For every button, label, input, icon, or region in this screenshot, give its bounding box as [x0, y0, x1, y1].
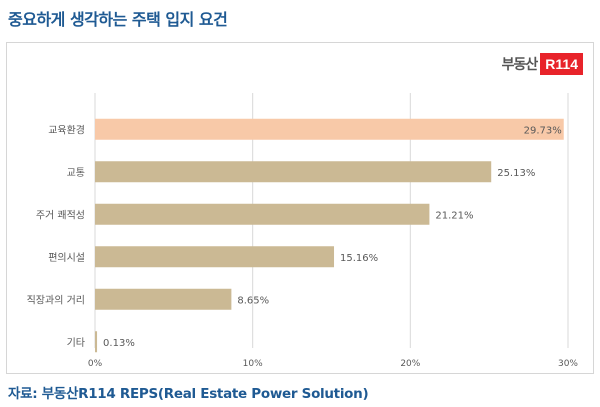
- bar: [95, 118, 564, 140]
- bar: [95, 288, 232, 310]
- category-label: 직장과의 거리: [27, 294, 85, 306]
- chart-title: 중요하게 생각하는 주택 입지 요건: [8, 10, 228, 29]
- r114-logo: 부동산 R114: [502, 53, 583, 75]
- data-label: 15.16%: [340, 253, 378, 264]
- x-tick-label: 0%: [88, 359, 103, 369]
- category-label: 교육환경: [48, 123, 85, 136]
- logo-text: 부동산: [501, 57, 539, 73]
- data-label: 25.13%: [497, 168, 535, 179]
- bar: [95, 203, 430, 225]
- data-label: 8.65%: [237, 295, 269, 306]
- source-note: 자료: 부동산R114 REPS(Real Estate Power Solut…: [8, 386, 369, 402]
- x-tick-label: 10%: [243, 359, 263, 369]
- category-label: 편의시설: [48, 252, 85, 264]
- bar: [95, 161, 492, 183]
- data-label: 21.21%: [435, 210, 473, 221]
- bar-chart: 0% 10% 20% 30% 교육환경 29.73% 교통 25.13% 주거 쾌적성 21.21…: [27, 93, 578, 369]
- bar: [95, 331, 98, 353]
- chart-frame: 부동산 R114 0% 10% 20% 30% 교육환경 29.73% 교통 25.13% 주거…: [6, 42, 594, 374]
- logo-box: R114: [540, 53, 583, 75]
- data-label: 29.73%: [524, 125, 562, 136]
- x-tick-label: 30%: [558, 359, 578, 369]
- category-label: 기타: [67, 337, 85, 349]
- x-tick-label: 20%: [400, 359, 420, 369]
- data-label: 0.13%: [103, 338, 135, 349]
- bar: [95, 246, 335, 268]
- category-label: 주거 쾌적성: [36, 209, 85, 221]
- category-label: 교통: [67, 167, 85, 179]
